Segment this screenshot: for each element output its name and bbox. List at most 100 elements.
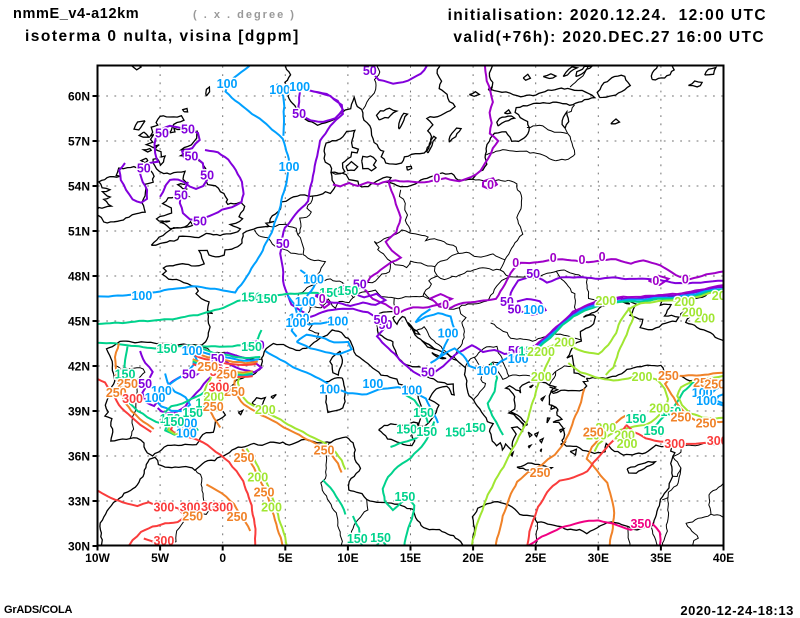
svg-text:54N: 54N bbox=[68, 179, 90, 193]
svg-text:40E: 40E bbox=[713, 551, 734, 565]
svg-text:300: 300 bbox=[664, 437, 685, 451]
svg-text:50: 50 bbox=[181, 123, 195, 137]
svg-text:150: 150 bbox=[413, 406, 434, 420]
svg-text:0: 0 bbox=[442, 298, 449, 312]
svg-text:0: 0 bbox=[579, 253, 586, 267]
svg-text:200: 200 bbox=[534, 345, 555, 359]
svg-text:250: 250 bbox=[583, 426, 604, 440]
svg-text:50: 50 bbox=[526, 267, 540, 281]
svg-text:200: 200 bbox=[617, 437, 638, 451]
svg-text:10E: 10E bbox=[337, 551, 358, 565]
svg-text:50: 50 bbox=[155, 127, 169, 141]
svg-text:250: 250 bbox=[197, 361, 218, 375]
svg-text:250: 250 bbox=[106, 386, 127, 400]
svg-text:150: 150 bbox=[257, 292, 278, 306]
svg-text:0: 0 bbox=[319, 292, 326, 306]
svg-text:100: 100 bbox=[508, 352, 529, 366]
svg-text:50: 50 bbox=[200, 169, 214, 183]
svg-text:51N: 51N bbox=[68, 224, 90, 238]
svg-text:150: 150 bbox=[445, 426, 466, 440]
svg-text:150: 150 bbox=[160, 412, 181, 426]
svg-text:150: 150 bbox=[347, 532, 368, 546]
svg-text:300: 300 bbox=[212, 501, 233, 515]
svg-text:300: 300 bbox=[122, 392, 143, 406]
svg-text:200: 200 bbox=[595, 294, 616, 308]
svg-text:100: 100 bbox=[269, 83, 290, 97]
svg-text:250: 250 bbox=[224, 385, 245, 399]
svg-text:150: 150 bbox=[644, 424, 665, 438]
svg-text:100: 100 bbox=[295, 295, 316, 309]
svg-text:250: 250 bbox=[216, 368, 237, 382]
svg-text:200: 200 bbox=[554, 336, 575, 350]
svg-text:50: 50 bbox=[251, 339, 265, 353]
svg-text:35E: 35E bbox=[650, 551, 671, 565]
svg-text:0: 0 bbox=[652, 274, 659, 288]
svg-text:150: 150 bbox=[241, 291, 262, 305]
svg-text:250: 250 bbox=[670, 411, 691, 425]
svg-text:150: 150 bbox=[163, 415, 184, 429]
svg-text:100: 100 bbox=[289, 80, 310, 94]
svg-text:50: 50 bbox=[421, 366, 435, 380]
svg-text:50: 50 bbox=[353, 278, 367, 292]
svg-text:250: 250 bbox=[658, 369, 679, 383]
svg-text:50: 50 bbox=[292, 107, 306, 121]
svg-text:250: 250 bbox=[197, 360, 218, 374]
svg-text:300: 300 bbox=[210, 365, 231, 379]
svg-text:200: 200 bbox=[261, 501, 282, 515]
svg-text:300: 300 bbox=[201, 500, 222, 514]
svg-text:10W: 10W bbox=[85, 551, 110, 565]
svg-text:300: 300 bbox=[707, 434, 728, 448]
svg-text:100: 100 bbox=[523, 303, 544, 317]
svg-text:300: 300 bbox=[180, 501, 201, 515]
svg-text:200: 200 bbox=[682, 306, 703, 320]
svg-text:50: 50 bbox=[137, 162, 151, 176]
svg-text:50: 50 bbox=[182, 368, 196, 382]
svg-text:200: 200 bbox=[694, 312, 715, 326]
svg-text:250: 250 bbox=[234, 451, 255, 465]
svg-text:100: 100 bbox=[476, 364, 497, 378]
svg-text:33N: 33N bbox=[68, 494, 90, 508]
svg-text:100: 100 bbox=[327, 315, 348, 329]
svg-text:50: 50 bbox=[184, 150, 198, 164]
svg-text:50: 50 bbox=[363, 64, 377, 78]
svg-text:100: 100 bbox=[289, 312, 310, 326]
svg-text:200: 200 bbox=[712, 289, 733, 303]
svg-text:100: 100 bbox=[217, 77, 238, 91]
svg-text:150: 150 bbox=[241, 340, 262, 354]
svg-text:20E: 20E bbox=[462, 551, 483, 565]
svg-text:100: 100 bbox=[319, 383, 340, 397]
svg-text:0: 0 bbox=[433, 171, 440, 185]
svg-text:100: 100 bbox=[696, 394, 717, 408]
svg-text:200: 200 bbox=[531, 370, 552, 384]
svg-text:57N: 57N bbox=[68, 134, 90, 148]
svg-text:50: 50 bbox=[276, 237, 290, 251]
svg-text:250: 250 bbox=[693, 376, 714, 390]
svg-text:150: 150 bbox=[115, 368, 136, 382]
svg-text:150: 150 bbox=[195, 396, 216, 410]
svg-text:100: 100 bbox=[176, 426, 197, 440]
svg-text:50: 50 bbox=[507, 303, 521, 317]
svg-text:0: 0 bbox=[393, 304, 400, 318]
svg-text:25E: 25E bbox=[525, 551, 546, 565]
svg-text:39N: 39N bbox=[68, 404, 90, 418]
svg-text:0: 0 bbox=[682, 273, 689, 287]
svg-text:0: 0 bbox=[550, 251, 557, 265]
svg-text:100: 100 bbox=[285, 316, 306, 330]
svg-text:50: 50 bbox=[174, 189, 188, 203]
svg-text:150: 150 bbox=[660, 405, 681, 419]
svg-text:30N: 30N bbox=[68, 539, 90, 553]
svg-text:0: 0 bbox=[219, 551, 226, 565]
svg-text:200: 200 bbox=[614, 429, 635, 443]
svg-text:100: 100 bbox=[303, 273, 324, 287]
svg-text:300: 300 bbox=[208, 381, 229, 395]
svg-text:300: 300 bbox=[153, 534, 174, 548]
svg-text:42N: 42N bbox=[68, 359, 90, 373]
svg-text:50: 50 bbox=[500, 295, 514, 309]
svg-text:200: 200 bbox=[255, 403, 276, 417]
svg-text:200: 200 bbox=[586, 429, 607, 443]
svg-text:200: 200 bbox=[247, 471, 268, 485]
svg-text:150: 150 bbox=[337, 284, 358, 298]
svg-text:150: 150 bbox=[319, 286, 340, 300]
svg-text:100: 100 bbox=[438, 327, 459, 341]
svg-text:150: 150 bbox=[625, 412, 646, 426]
